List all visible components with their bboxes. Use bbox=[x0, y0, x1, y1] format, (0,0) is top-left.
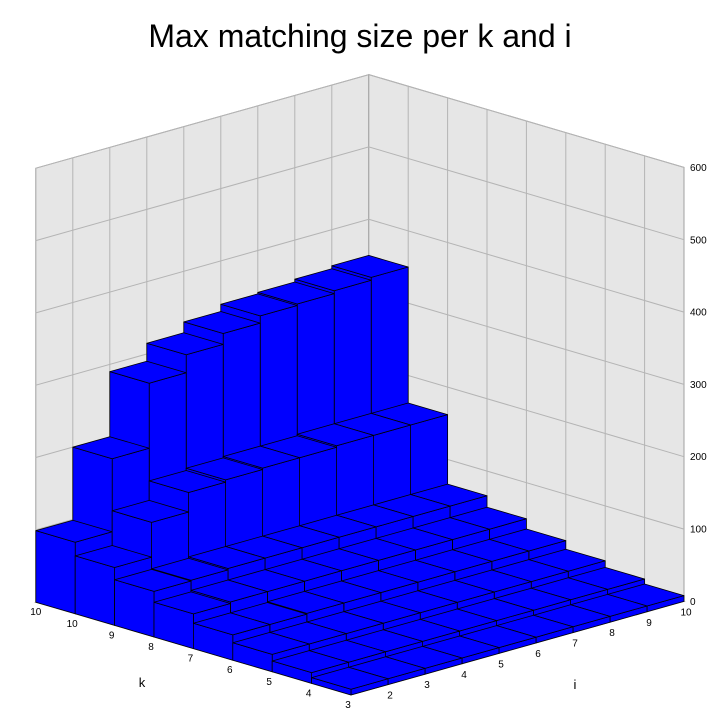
bar-top-face bbox=[222, 445, 301, 469]
gridline bbox=[35, 218, 685, 314]
k-tick-label: 5 bbox=[266, 677, 272, 688]
chart-title: Max matching size per k and i bbox=[148, 18, 572, 54]
y-axis-label: i bbox=[574, 677, 577, 692]
bar-top-face bbox=[114, 569, 192, 592]
k-tick-label: 9 bbox=[109, 630, 115, 641]
bar-side-face bbox=[74, 555, 115, 626]
bar-top-face bbox=[232, 632, 310, 655]
bar-top-face bbox=[111, 499, 190, 523]
i-tick-label: 2 bbox=[387, 691, 393, 702]
k-tick-label: 3 bbox=[345, 700, 351, 711]
bar-top-face bbox=[185, 457, 264, 481]
bar-top-face bbox=[331, 254, 409, 278]
bar-top-face bbox=[35, 519, 113, 543]
k-tick-label: 7 bbox=[188, 654, 194, 665]
bar-top-face bbox=[271, 650, 350, 673]
z-tick-label: 600 bbox=[690, 163, 707, 174]
k-tick-label: 10 bbox=[30, 607, 42, 618]
i-tick-label: 8 bbox=[609, 628, 615, 639]
x-axis-label: k bbox=[139, 675, 146, 690]
k-tick-label: 6 bbox=[227, 665, 233, 676]
gridline bbox=[35, 146, 685, 242]
bar-top-face bbox=[183, 311, 261, 334]
i-tick-label: 3 bbox=[424, 680, 430, 691]
bar-top-face bbox=[74, 545, 153, 568]
bar-side-face bbox=[35, 530, 76, 615]
z-tick-label: 0 bbox=[690, 597, 696, 608]
bar-top-face bbox=[151, 557, 229, 581]
bar-top-face bbox=[311, 666, 389, 690]
bar-top-face bbox=[257, 281, 335, 305]
bar-top-face bbox=[188, 546, 266, 569]
bar-top-face bbox=[146, 332, 224, 356]
bar-top-face bbox=[192, 612, 271, 636]
bar-top-face bbox=[190, 579, 268, 603]
i-tick-label: 7 bbox=[572, 639, 578, 650]
k-tick-label: 10 bbox=[67, 619, 79, 630]
bar-top-face bbox=[296, 423, 375, 447]
bar-top-face bbox=[148, 470, 227, 493]
i-tick-label: 6 bbox=[535, 649, 541, 660]
bar-top-face bbox=[72, 436, 150, 460]
z-tick-label: 400 bbox=[690, 308, 707, 319]
z-tick-label: 200 bbox=[690, 452, 707, 463]
i-tick-label: 9 bbox=[646, 618, 652, 629]
z-tick-label: 300 bbox=[690, 380, 707, 391]
z-tick-label: 500 bbox=[690, 235, 707, 246]
bar-top-face bbox=[153, 591, 231, 615]
bar bbox=[311, 666, 389, 696]
bar-top-face bbox=[294, 268, 372, 292]
i-tick-label: 5 bbox=[498, 659, 504, 670]
k-tick-label: 8 bbox=[148, 642, 154, 653]
z-tick-label: 100 bbox=[690, 525, 707, 536]
bar-top-face bbox=[109, 360, 187, 384]
k-tick-label: 4 bbox=[306, 688, 312, 699]
bar-top-face bbox=[266, 591, 345, 614]
i-tick-label: 10 bbox=[680, 607, 692, 618]
bars bbox=[35, 254, 685, 696]
gridline bbox=[35, 74, 685, 169]
bar-top-face bbox=[220, 293, 298, 317]
i-tick-label: 4 bbox=[461, 670, 467, 681]
